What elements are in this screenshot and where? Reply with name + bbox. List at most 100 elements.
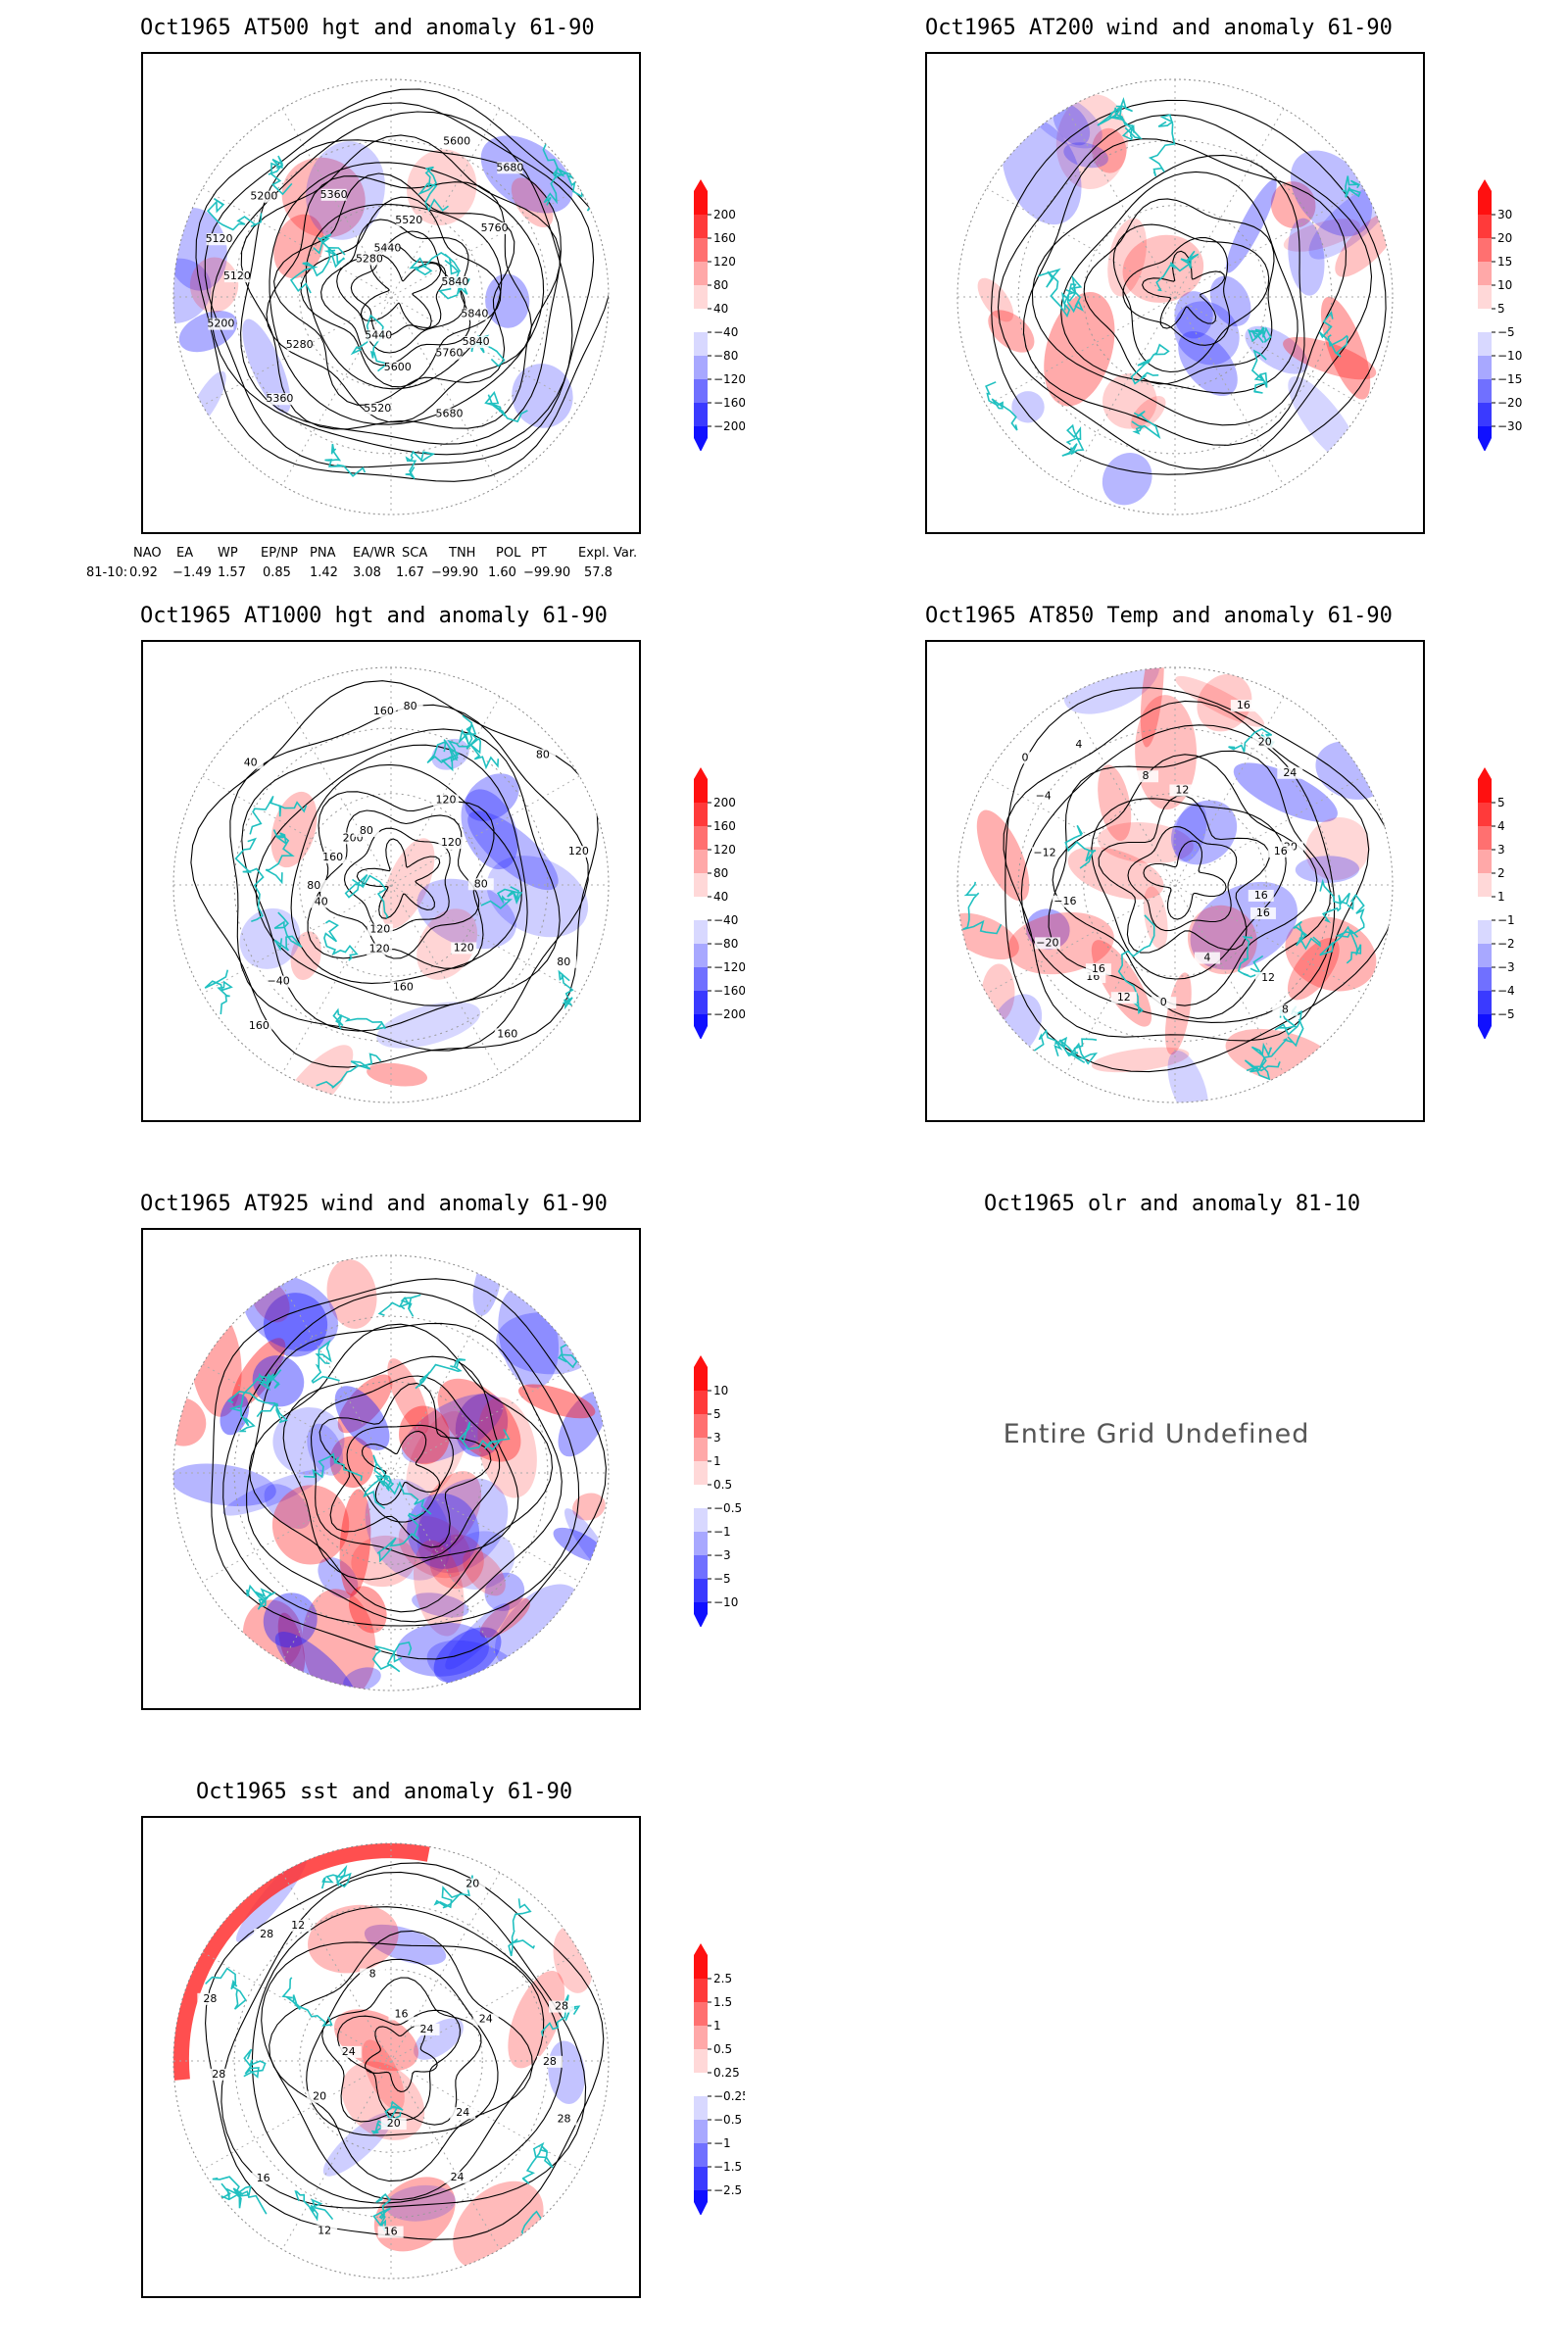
contour-label: 20 xyxy=(1258,735,1272,748)
contour-line xyxy=(1022,138,1348,446)
anomaly-shading xyxy=(1140,667,1164,748)
anomaly-shading xyxy=(414,2018,464,2060)
colorbar-label: −30 xyxy=(1497,419,1522,433)
anomaly-shading xyxy=(485,273,530,328)
contour-line xyxy=(320,219,471,367)
contour-label: 20 xyxy=(387,2117,401,2130)
contour-label: 5760 xyxy=(435,347,463,360)
anomaly-shading xyxy=(277,1612,306,1676)
anomaly-shading xyxy=(413,1540,465,1637)
contour-label: 80 xyxy=(307,879,320,892)
colorbar-label: −0.5 xyxy=(713,2113,742,2127)
index-header: WP xyxy=(218,546,238,561)
map-200wind xyxy=(925,52,1425,534)
index-value: 0.85 xyxy=(263,565,291,580)
contour-label: 5520 xyxy=(395,214,422,226)
anomaly-shading xyxy=(307,1423,344,1476)
anomaly-shading xyxy=(479,1597,530,1639)
contour-line xyxy=(240,139,562,445)
colorbar-label: −160 xyxy=(713,984,745,998)
colorbar-label: −5 xyxy=(1497,325,1515,339)
contour-label: 5600 xyxy=(443,135,470,148)
contour-label: 16 xyxy=(1254,889,1268,902)
contour-label: 5120 xyxy=(206,232,233,245)
colorbar-label: 160 xyxy=(713,819,736,833)
colorbar-label: 1 xyxy=(1497,890,1505,904)
contour-label: 5280 xyxy=(356,252,383,265)
anomaly-shading xyxy=(271,1485,350,1565)
contour-line xyxy=(211,1278,607,1660)
colorbar-label: −80 xyxy=(713,937,738,951)
colorbar-label: 10 xyxy=(1497,278,1512,292)
colorbar-label: 30 xyxy=(1497,208,1512,221)
coastline xyxy=(1335,893,1365,938)
contour-label: −4 xyxy=(1036,790,1052,803)
contour-label: 24 xyxy=(456,2106,469,2119)
contour-label: 12 xyxy=(1261,971,1275,984)
contour-label: 20 xyxy=(313,2090,326,2103)
contour-label: 24 xyxy=(342,2045,356,2058)
contour-line xyxy=(1004,687,1393,1073)
colorbar-label: −1 xyxy=(713,2136,731,2150)
anomaly-shading xyxy=(252,1355,305,1407)
contour-line xyxy=(1091,798,1287,980)
colorbar-label: −1 xyxy=(713,1525,731,1539)
anomaly-shading xyxy=(367,1062,427,1087)
contour-label: 28 xyxy=(558,2113,571,2126)
contour-line xyxy=(229,704,589,1052)
coastline xyxy=(246,1584,276,1610)
contour-label: 5440 xyxy=(365,328,392,341)
anomaly-shading xyxy=(1270,181,1316,228)
colorbar-label: 120 xyxy=(713,255,736,269)
coastline xyxy=(311,1339,340,1384)
contour-label: 4 xyxy=(1075,738,1082,751)
anomaly-shading xyxy=(1091,1047,1190,1073)
contour-line xyxy=(240,134,561,430)
contour-label: 24 xyxy=(479,2013,493,2026)
anomaly-shading xyxy=(977,277,1014,322)
colorbar-label: −3 xyxy=(713,1548,731,1562)
anomaly-shading xyxy=(553,1527,607,1562)
colorbar-label: 80 xyxy=(713,278,728,292)
contour-label: 160 xyxy=(249,1019,270,1032)
anomaly-shading xyxy=(242,318,291,414)
contour-label: 16 xyxy=(1092,962,1105,975)
anomaly-shading xyxy=(1290,150,1373,237)
colorbar-label: −120 xyxy=(713,372,745,386)
contour-label: 160 xyxy=(373,705,394,717)
anomaly-shading xyxy=(173,258,212,323)
coastline xyxy=(1248,326,1272,344)
contour-label: 8 xyxy=(369,1968,376,1981)
colorbar-850: 5 4 3 2 1 −1 −2 −3 −4 −5 xyxy=(1470,760,1529,1039)
coastline xyxy=(243,2048,267,2079)
anomaly-shading xyxy=(187,370,226,431)
contour-line xyxy=(222,1291,580,1627)
coastline xyxy=(377,1294,421,1317)
coastline xyxy=(320,1864,352,1889)
anomaly-shading xyxy=(273,214,324,279)
coastline xyxy=(508,1898,536,1957)
contour-line xyxy=(360,253,442,331)
contour-label: 120 xyxy=(454,941,474,954)
contour-label: 0 xyxy=(1160,996,1167,1008)
contour-label: 120 xyxy=(436,794,457,807)
contour-label: 120 xyxy=(568,845,589,858)
coastline xyxy=(268,155,293,196)
index-header: TNH xyxy=(449,546,476,561)
contour-line xyxy=(356,838,441,919)
anomaly-shading xyxy=(1097,822,1194,864)
anomaly-shading xyxy=(1011,391,1045,423)
contour-line xyxy=(318,1382,492,1548)
coastline xyxy=(405,450,436,480)
coastline xyxy=(204,969,233,1015)
index-value: −99.90 xyxy=(431,565,479,580)
colorbar-label: 0.25 xyxy=(713,2066,740,2080)
contour-line xyxy=(1083,198,1275,385)
contour-label: 5680 xyxy=(496,161,523,173)
contour-label: 5120 xyxy=(223,270,251,282)
contour-line xyxy=(241,728,561,1032)
index-value: −99.90 xyxy=(523,565,571,580)
map-sst: 28 28 24 24 20 16 12 16 20 28 24 28 28 12 8 16 20 24 24 28 xyxy=(141,1816,641,2298)
coastline xyxy=(1293,920,1321,951)
colorbar-label: −10 xyxy=(713,1595,738,1609)
